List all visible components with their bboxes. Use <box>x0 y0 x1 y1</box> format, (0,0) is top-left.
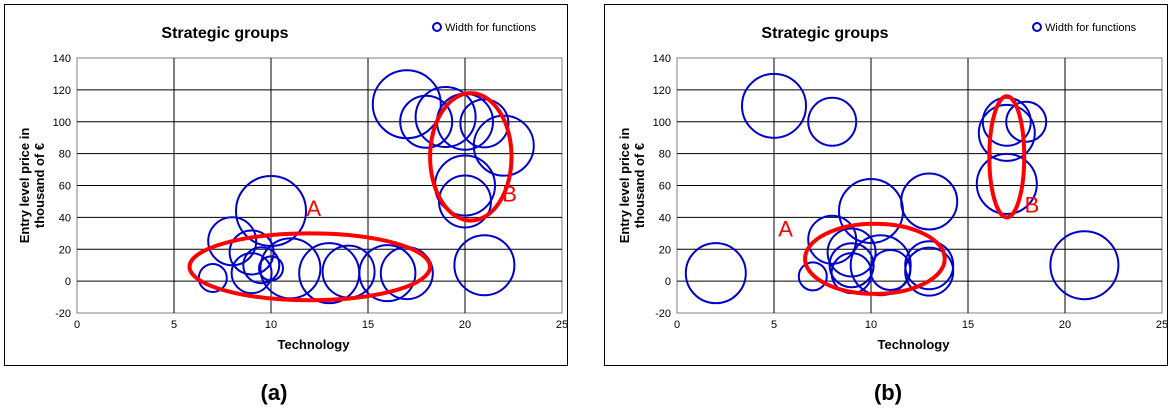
bubble-point <box>900 172 959 231</box>
x-tick-label: 0 <box>674 319 680 331</box>
x-tick-label: 0 <box>74 319 80 331</box>
x-axis-label: Technology <box>878 337 951 352</box>
x-tick-label: 5 <box>171 319 177 331</box>
y-tick-label: 120 <box>653 85 671 97</box>
strategic-group-b-ellipse <box>428 91 514 223</box>
strategic-group-a-ellipse <box>187 231 433 303</box>
y-tick-label: 20 <box>59 244 71 256</box>
y-tick-label: 20 <box>659 244 671 256</box>
bubble-point <box>869 248 912 291</box>
y-tick-label: -20 <box>655 308 671 320</box>
y-tick-label: 40 <box>59 212 71 224</box>
y-tick-label: 60 <box>659 181 671 193</box>
x-tick-label: 25 <box>556 319 567 331</box>
bubble-point <box>438 174 492 229</box>
legend-marker <box>1032 22 1042 32</box>
y-tick-label: 80 <box>59 149 71 161</box>
y-tick-label: 0 <box>665 276 671 288</box>
x-tick-label: 20 <box>1059 319 1071 331</box>
bubble-point <box>975 152 1038 215</box>
x-tick-label: 5 <box>771 319 777 331</box>
bubble-point <box>230 252 273 295</box>
bubble-point <box>904 246 955 297</box>
chart-title: Strategic groups <box>161 25 288 42</box>
strategic-group-label: B <box>502 181 517 206</box>
bubble-point <box>684 242 747 305</box>
strategic-group-a-ellipse <box>803 221 947 296</box>
x-tick-label: 10 <box>265 319 277 331</box>
bubble-point <box>741 72 807 139</box>
y-tick-label: 60 <box>59 181 71 193</box>
strategic-group-label: B <box>1025 193 1040 218</box>
x-tick-label: 20 <box>459 319 471 331</box>
bubble-point <box>242 246 281 285</box>
y-tick-label: 100 <box>653 117 671 129</box>
bubble-point <box>453 234 516 297</box>
bubble-point <box>1049 230 1120 301</box>
x-tick-label: 15 <box>962 319 974 331</box>
bubble-point <box>977 103 1036 162</box>
bubble-point <box>1005 100 1048 143</box>
bubble-point <box>459 98 510 149</box>
y-axis-label-line: Entry level price in <box>17 128 32 244</box>
y-tick-label: 120 <box>53 85 71 97</box>
y-tick-label: 0 <box>65 276 71 288</box>
bubble-point <box>414 85 477 148</box>
bubble-point <box>399 94 454 149</box>
y-tick-label: 140 <box>653 53 671 65</box>
chart-panel-b: -20 0 20 40 60 80 100 120 140 0 5 10 15 20 25 A B Strateg… <box>604 4 1168 366</box>
strategic-group-b-ellipse <box>987 94 1027 220</box>
y-axis-label-line: thousand of € <box>32 143 47 228</box>
panel-label-a: (a) <box>260 380 288 405</box>
y-axis-label: Entry level price inthousand of € <box>17 128 47 244</box>
bubble-point <box>807 96 858 147</box>
bubble-point <box>828 242 875 289</box>
legend-marker <box>432 22 442 32</box>
legend-label: Width for functions <box>1045 22 1137 34</box>
y-axis-label: Entry level price inthousand of € <box>617 128 647 244</box>
chart-panel-a: -20 0 20 40 60 80 100 120 140 0 5 10 15 20 25 A B Strateg… <box>4 4 568 366</box>
legend-label: Width for functions <box>445 22 537 34</box>
y-tick-label: 80 <box>659 149 671 161</box>
y-tick-label: 100 <box>53 117 71 129</box>
y-tick-label: -20 <box>55 308 71 320</box>
strategic-group-label: A <box>306 196 321 221</box>
y-axis-label-line: Entry level price in <box>617 128 632 244</box>
x-tick-label: 10 <box>865 319 877 331</box>
bubble-point <box>258 255 284 282</box>
x-tick-label: 15 <box>362 319 374 331</box>
y-tick-label: 140 <box>53 53 71 65</box>
bubble-point <box>358 244 417 303</box>
bubble-point <box>826 227 877 278</box>
y-tick-label: 40 <box>659 212 671 224</box>
panel-label-b: (b) <box>873 380 903 405</box>
strategic-group-label: A <box>778 217 793 242</box>
x-tick-label: 25 <box>1156 319 1167 331</box>
x-axis-label: Technology <box>278 337 351 352</box>
bubble-point <box>797 261 828 292</box>
chart-title: Strategic groups <box>761 25 888 42</box>
y-axis-label-line: thousand of € <box>632 143 647 228</box>
